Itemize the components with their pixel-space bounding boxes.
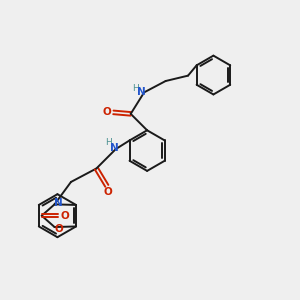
Text: H: H xyxy=(132,84,139,93)
Text: N: N xyxy=(54,198,63,208)
Text: O: O xyxy=(102,107,111,117)
Text: H: H xyxy=(105,138,112,147)
Text: O: O xyxy=(60,211,69,221)
Text: O: O xyxy=(104,188,113,197)
Text: O: O xyxy=(54,224,63,233)
Text: N: N xyxy=(137,87,146,97)
Text: N: N xyxy=(110,142,118,153)
